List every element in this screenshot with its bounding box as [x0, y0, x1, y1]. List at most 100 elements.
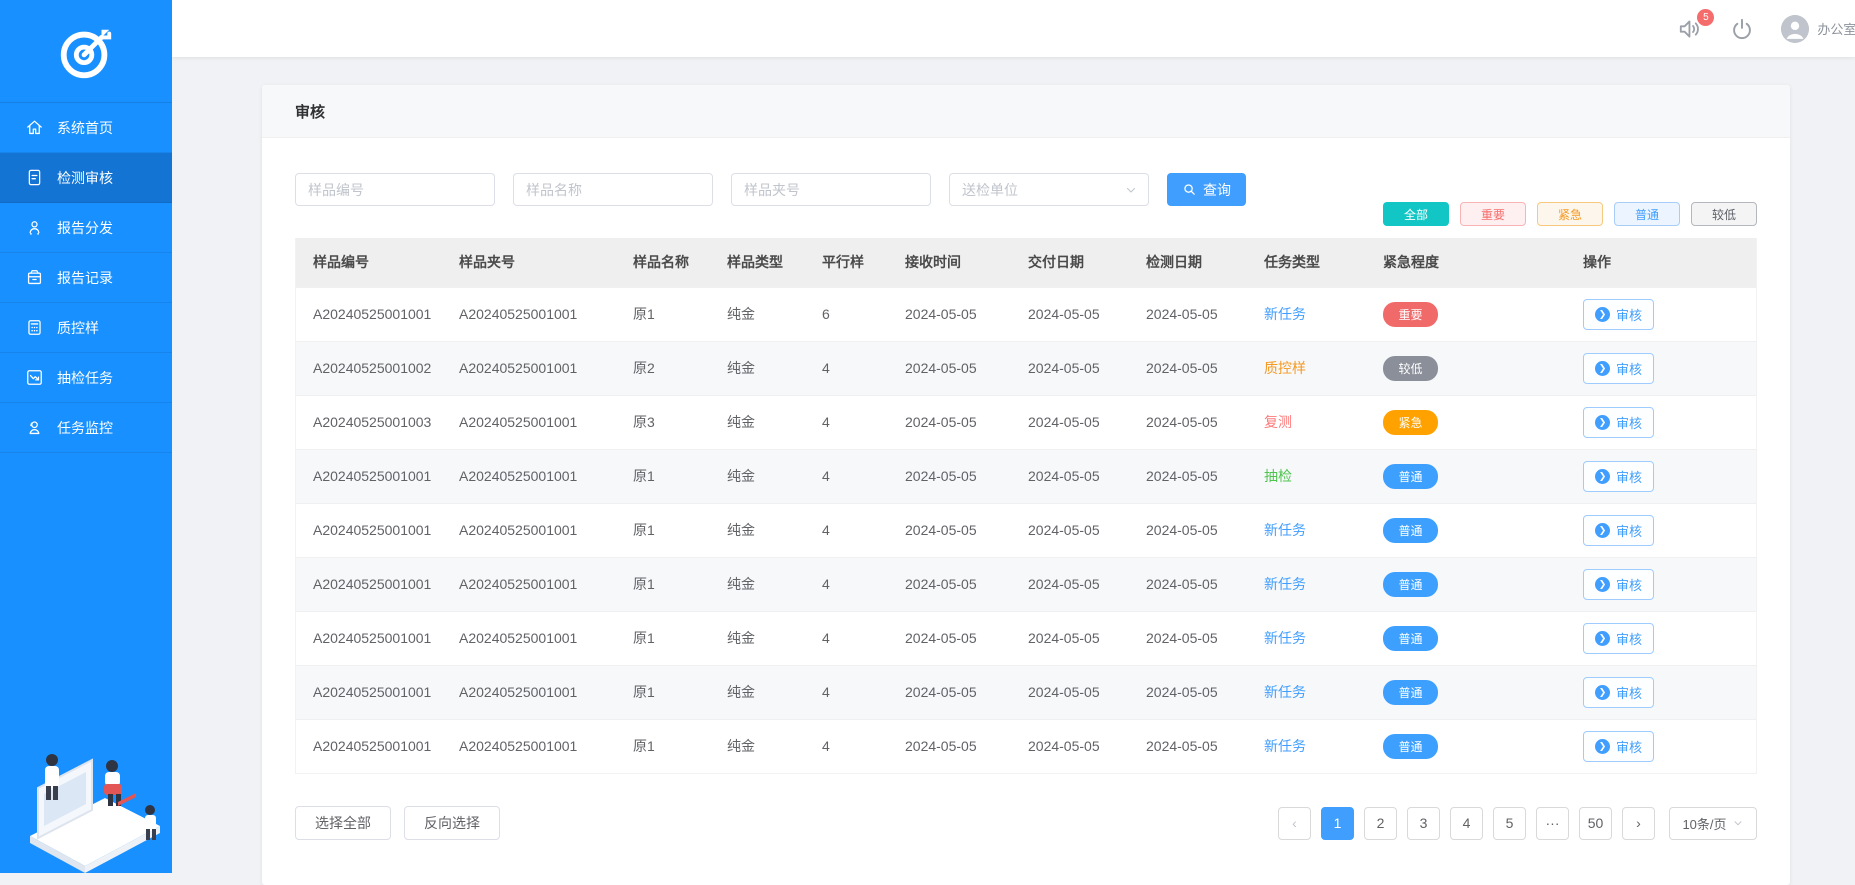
- sample-no-input[interactable]: [295, 173, 495, 206]
- sending-unit-select[interactable]: 送检单位: [949, 173, 1149, 206]
- task-type-label: 质控样: [1264, 360, 1306, 376]
- column-header: 紧急程度: [1366, 238, 1566, 287]
- pagination-page-4[interactable]: 4: [1450, 807, 1483, 840]
- cell-parallel: 4: [805, 395, 888, 449]
- cell-sample-no: A20240525001001: [296, 557, 442, 611]
- cell-sample-type: 纯金: [710, 395, 805, 449]
- cell-parallel: 4: [805, 557, 888, 611]
- audit-button[interactable]: ❯审核: [1583, 353, 1654, 384]
- pagination-page-2[interactable]: 2: [1364, 807, 1397, 840]
- urgency-badge: 普通: [1383, 734, 1438, 759]
- cell-parallel: 4: [805, 341, 888, 395]
- cell-folder-no: A20240525001001: [442, 719, 616, 773]
- i-box-icon: [25, 268, 44, 287]
- sidebar-item-5[interactable]: 质控样: [0, 303, 172, 353]
- sidebar-item-6[interactable]: 抽检任务: [0, 353, 172, 403]
- cell-folder-no: A20240525001001: [442, 395, 616, 449]
- cell-folder-no: A20240525001001: [442, 503, 616, 557]
- audit-button[interactable]: ❯审核: [1583, 623, 1654, 654]
- cell-parallel: 4: [805, 449, 888, 503]
- user-menu[interactable]: 办公室:张: [1781, 15, 1855, 43]
- select-all-button[interactable]: 选择全部: [295, 806, 391, 840]
- pagination-page-5[interactable]: 5: [1493, 807, 1526, 840]
- cell-delivery: 2024-05-05: [1011, 611, 1129, 665]
- audit-button-label: 审核: [1616, 413, 1642, 432]
- cell-parallel: 4: [805, 611, 888, 665]
- arrow-circle-icon: ❯: [1595, 685, 1610, 700]
- cell-sample-name: 原1: [616, 611, 710, 665]
- sending-unit-placeholder: 送检单位: [962, 180, 1018, 200]
- i-chart-icon: [25, 368, 44, 387]
- urgency-badge: 紧急: [1383, 410, 1438, 435]
- cell-test-date: 2024-05-05: [1129, 719, 1247, 773]
- audit-button-label: 审核: [1616, 467, 1642, 486]
- sample-folder-input[interactable]: [731, 173, 931, 206]
- cell-sample-type: 纯金: [710, 503, 805, 557]
- cell-sample-name: 原1: [616, 665, 710, 719]
- task-type-label: 新任务: [1264, 306, 1306, 322]
- sidebar-item-4[interactable]: 报告记录: [0, 253, 172, 303]
- cell-folder-no: A20240525001001: [442, 449, 616, 503]
- cell-sample-type: 纯金: [710, 287, 805, 341]
- cell-sample-type: 纯金: [710, 611, 805, 665]
- pagination-next-button[interactable]: ›: [1622, 807, 1655, 840]
- i-calc-icon: [25, 318, 44, 337]
- cell-sample-name: 原1: [616, 557, 710, 611]
- cell-delivery: 2024-05-05: [1011, 449, 1129, 503]
- column-header: 平行样: [805, 238, 888, 287]
- pagination-page-1[interactable]: 1: [1321, 807, 1354, 840]
- logout-button[interactable]: [1729, 16, 1755, 42]
- sample-name-input[interactable]: [513, 173, 713, 206]
- sidebar-item-1[interactable]: 系统首页: [0, 103, 172, 153]
- audit-button[interactable]: ❯审核: [1583, 731, 1654, 762]
- sidebar-item-3[interactable]: 报告分发: [0, 203, 172, 253]
- notification-button[interactable]: 5: [1677, 16, 1703, 42]
- filter-tag-urgent[interactable]: 紧急: [1537, 202, 1603, 226]
- column-header: 操作: [1566, 238, 1756, 287]
- audit-button[interactable]: ❯审核: [1583, 461, 1654, 492]
- cell-test-date: 2024-05-05: [1129, 503, 1247, 557]
- audit-button[interactable]: ❯ 审核: [1583, 407, 1654, 438]
- pagination-page-50[interactable]: 50: [1579, 807, 1612, 840]
- filter-tag-low[interactable]: 较低: [1691, 202, 1757, 226]
- filter-tag-normal[interactable]: 普通: [1614, 202, 1680, 226]
- audit-button[interactable]: ❯ 审核: [1583, 569, 1654, 600]
- cell-test-date: 2024-05-05: [1129, 557, 1247, 611]
- cell-delivery: 2024-05-05: [1011, 665, 1129, 719]
- audit-button-label: 审核: [1616, 737, 1642, 756]
- app-logo[interactable]: [0, 0, 172, 102]
- filter-tag-all[interactable]: 全部: [1383, 202, 1449, 226]
- cell-delivery: 2024-05-05: [1011, 341, 1129, 395]
- audit-button-label: 审核: [1616, 575, 1642, 594]
- audit-button[interactable]: ❯审核: [1583, 677, 1654, 708]
- sidebar-item-7[interactable]: 任务监控: [0, 403, 172, 453]
- cell-parallel: 4: [805, 719, 888, 773]
- audit-button[interactable]: ❯审核: [1583, 299, 1654, 330]
- pagination-prev-button[interactable]: ‹: [1278, 807, 1311, 840]
- cell-received: 2024-05-05: [888, 557, 1011, 611]
- filter-tag-important[interactable]: 重要: [1460, 202, 1526, 226]
- invert-selection-button[interactable]: 反向选择: [404, 806, 500, 840]
- pagination-page-3[interactable]: 3: [1407, 807, 1440, 840]
- i-doc-icon: [25, 168, 44, 187]
- audit-button[interactable]: ❯审核: [1583, 515, 1654, 546]
- cell-sample-no: A20240525001001: [296, 719, 442, 773]
- cell-sample-no: A20240525001002: [296, 341, 442, 395]
- task-type-label: 抽检: [1264, 468, 1292, 484]
- page-size-select[interactable]: 10条/页: [1669, 807, 1757, 840]
- sidebar-item-2[interactable]: 检测审核: [0, 153, 172, 203]
- page-size-label: 10条/页: [1682, 814, 1726, 833]
- arrow-circle-icon: ❯: [1595, 577, 1610, 592]
- arrow-circle-icon: ❯: [1595, 415, 1610, 430]
- pagination-ellipsis[interactable]: ···: [1536, 807, 1569, 840]
- sidebar-item-label: 抽检任务: [57, 368, 113, 388]
- query-button[interactable]: 查询: [1167, 173, 1246, 206]
- cell-test-date: 2024-05-05: [1129, 287, 1247, 341]
- column-header: 样品名称: [616, 238, 710, 287]
